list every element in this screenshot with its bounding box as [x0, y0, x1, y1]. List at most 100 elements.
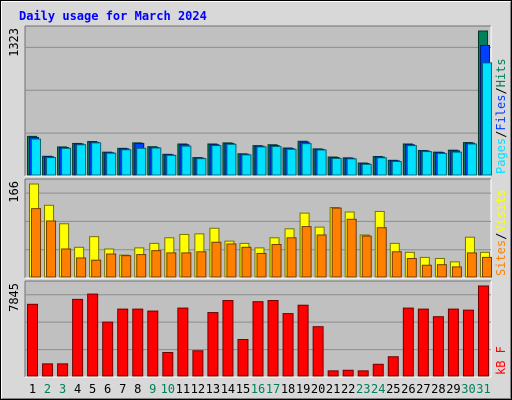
panel-kbytes-max-label: 7845	[7, 283, 21, 312]
x-tick-label-day-24: 24	[371, 382, 385, 396]
bar-kbytes-kb-f-day-31	[477, 285, 489, 377]
x-tick-label-day-3: 3	[59, 382, 66, 396]
x-tick-label-day-14: 14	[221, 382, 235, 396]
chart-title: Daily usage for March 2024	[19, 9, 207, 23]
chart-panels: 1323Pages/Files/Hits166Sites/Visits7845k…	[7, 25, 508, 378]
bar-visits-sites-day-28	[436, 264, 447, 278]
x-tick-label-day-29: 29	[446, 382, 460, 396]
bar-visits-sites-day-19	[301, 226, 312, 278]
panel-kbytes-legend: kB F	[494, 346, 508, 375]
bar-hits-pages-day-14	[226, 143, 237, 176]
bar-visits-sites-day-30	[466, 252, 477, 278]
bar-visits-sites-day-15	[241, 246, 252, 278]
bar-kbytes-kb-f-day-30	[462, 309, 474, 377]
bar-kbytes-kb-f-day-24	[372, 363, 384, 377]
bar-visits-sites-day-13	[211, 241, 222, 278]
bar-hits-pages-day-6	[106, 152, 117, 176]
x-tick-label-day-13: 13	[206, 382, 220, 396]
x-tick-label-day-28: 28	[431, 382, 445, 396]
bar-hits-pages-day-15	[241, 154, 252, 176]
panel-kbytes-legend-item: kB F	[494, 346, 508, 375]
panel-visits-legend-item: Sites	[494, 240, 508, 276]
bar-visits-sites-day-14	[226, 243, 237, 278]
bar-hits-pages-day-20	[316, 149, 327, 176]
bar-visits-sites-day-11	[181, 252, 192, 278]
x-tick-label-day-30: 30	[461, 382, 475, 396]
panel-hits-legend-item: Pages	[494, 138, 508, 174]
bar-kbytes-kb-f-day-3	[57, 363, 69, 377]
bar-kbytes-kb-f-day-16	[252, 301, 264, 377]
bar-kbytes-kb-f-day-18	[282, 313, 294, 377]
bar-hits-pages-day-8	[136, 147, 147, 176]
bar-visits-sites-day-29	[451, 266, 462, 278]
x-tick-label-day-12: 12	[191, 382, 205, 396]
x-tick-label-day-15: 15	[236, 382, 250, 396]
bar-visits-sites-day-24	[376, 227, 387, 278]
bar-visits-sites-day-6	[106, 253, 117, 278]
bar-visits-sites-day-9	[151, 250, 162, 278]
x-tick-label-day-20: 20	[311, 382, 325, 396]
bar-kbytes-kb-f-day-10	[162, 351, 174, 377]
bar-hits-pages-day-24	[376, 157, 387, 176]
panel-hits-legend-item: Hits	[494, 58, 508, 87]
bar-kbytes-kb-f-day-12	[192, 350, 204, 377]
bar-kbytes-kb-f-day-19	[297, 304, 309, 377]
bar-kbytes-kb-f-day-4	[72, 298, 84, 377]
x-tick-label-day-25: 25	[386, 382, 400, 396]
bar-hits-pages-day-28	[436, 152, 447, 176]
bar-hits-pages-day-7	[121, 149, 132, 176]
bar-visits-sites-day-3	[61, 248, 72, 278]
bar-hits-pages-day-1	[31, 138, 42, 176]
x-tick-label-day-22: 22	[341, 382, 355, 396]
bar-visits-sites-day-23	[361, 235, 372, 278]
bar-kbytes-kb-f-day-23	[357, 370, 369, 377]
x-tick-label-day-9: 9	[149, 382, 156, 396]
panel-visits-legend-item: /	[494, 233, 508, 240]
x-tick-label-day-19: 19	[296, 382, 310, 396]
bar-kbytes-kb-f-day-20	[312, 326, 324, 377]
x-tick-label-day-7: 7	[119, 382, 126, 396]
panel-visits-legend: Sites/Visits	[494, 189, 508, 276]
bar-hits-pages-day-19	[301, 143, 312, 176]
x-tick-label-day-31: 31	[476, 382, 490, 396]
x-tick-label-day-8: 8	[134, 382, 141, 396]
bar-visits-sites-day-25	[391, 251, 402, 278]
x-tick-label-day-6: 6	[104, 382, 111, 396]
bar-hits-pages-day-13	[211, 145, 222, 176]
bar-hits-pages-day-29	[451, 151, 462, 176]
bar-visits-sites-day-21	[331, 207, 342, 278]
bar-kbytes-kb-f-day-1	[27, 303, 39, 377]
bar-hits-pages-day-12	[196, 158, 207, 176]
bar-hits-pages-day-23	[361, 163, 372, 176]
x-axis-day-labels: 1 2 3 4 5 6 7 8 9 10 11 12 13 14 15 16 17 18 19 20 21 22 23 24 2…	[29, 382, 491, 396]
bar-visits-sites-day-12	[196, 251, 207, 278]
bar-visits-sites-day-26	[406, 258, 417, 278]
bar-kbytes-kb-f-day-13	[207, 312, 219, 377]
bar-hits-pages-day-25	[391, 161, 402, 176]
x-tick-label-day-16: 16	[251, 382, 265, 396]
bar-hits-pages-day-22	[346, 158, 357, 176]
bar-hits-pages-day-26	[406, 145, 417, 176]
bar-hits-pages-day-2	[46, 157, 57, 176]
panel-hits-legend-item: /	[494, 131, 508, 138]
bar-kbytes-kb-f-day-7	[117, 308, 129, 377]
bar-hits-pages-day-3	[61, 147, 72, 176]
bar-visits-sites-day-31	[481, 256, 492, 278]
panel-hits-legend: Pages/Files/Hits	[494, 58, 508, 174]
bar-visits-sites-day-7	[121, 255, 132, 278]
bar-kbytes-kb-f-day-15	[237, 339, 249, 377]
x-tick-label-day-26: 26	[401, 382, 415, 396]
bar-kbytes-kb-f-day-6	[102, 321, 114, 377]
bar-hits-pages-day-10	[166, 154, 177, 176]
bar-hits-pages-day-18	[286, 148, 297, 176]
bar-hits-pages-day-17	[271, 145, 282, 176]
panel-visits-legend-item: Visits	[494, 189, 508, 232]
x-tick-label-day-27: 27	[416, 382, 430, 396]
x-tick-label-day-21: 21	[326, 382, 340, 396]
panel-hits-legend-item: Files	[494, 95, 508, 131]
bar-visits-sites-day-5	[91, 259, 102, 278]
bar-hits-pages-day-11	[181, 145, 192, 176]
bar-kbytes-kb-f-day-28	[432, 316, 444, 377]
bar-kbytes-kb-f-day-17	[267, 300, 279, 377]
